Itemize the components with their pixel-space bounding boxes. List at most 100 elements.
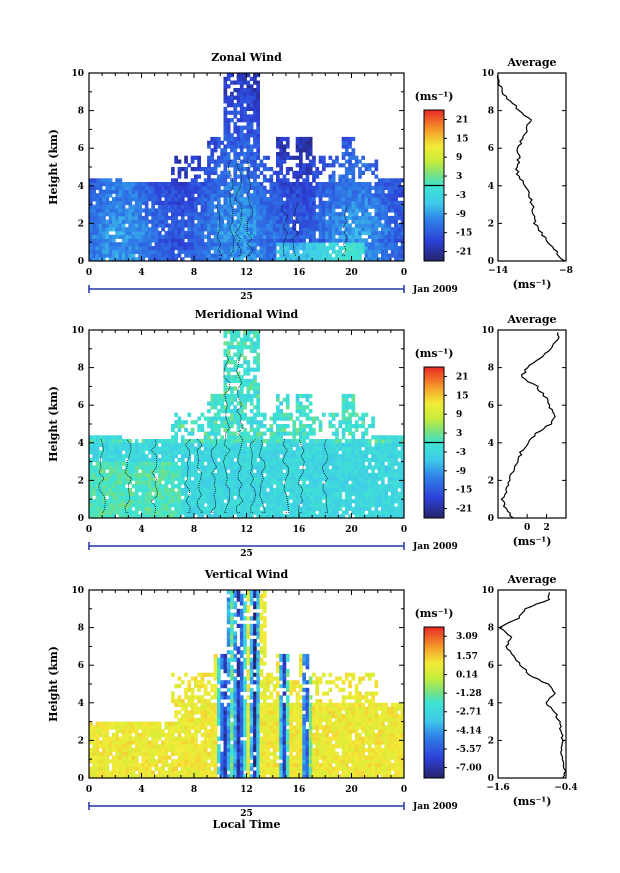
heatmap-cell — [154, 200, 159, 205]
heatmap-cell — [367, 189, 372, 194]
heatmap-cell — [302, 238, 306, 243]
heatmap-cell — [394, 495, 398, 500]
heatmap-cell — [223, 472, 228, 478]
heatmap-cell — [217, 499, 221, 504]
heatmap-cell — [292, 480, 297, 485]
heatmap-cell — [246, 371, 251, 376]
heatmap-cell — [157, 491, 162, 496]
heatmap-cell — [164, 253, 169, 258]
heatmap-cell — [200, 457, 205, 462]
heatmap-cell — [200, 450, 205, 455]
heatmap-cell — [351, 212, 356, 217]
heatmap-cell — [371, 510, 375, 515]
heatmap-cell — [108, 469, 113, 474]
heatmap-cell — [272, 487, 277, 493]
heatmap-cell — [144, 503, 149, 508]
heatmap-cell — [305, 219, 310, 224]
heatmap-cell — [180, 461, 185, 466]
heatmap-cell — [305, 450, 310, 455]
heatmap-cell — [220, 152, 224, 157]
heatmap-cell — [253, 163, 257, 168]
heatmap-cell — [230, 99, 234, 104]
heatmap-cell — [223, 348, 228, 353]
heatmap-cell — [239, 424, 244, 429]
heatmap-cell — [276, 454, 280, 459]
heatmap-cell — [397, 227, 402, 232]
heatmap-cell — [210, 189, 215, 194]
heatmap-cell — [312, 472, 316, 478]
heatmap-cell — [180, 503, 185, 508]
heatmap-cell — [295, 506, 300, 511]
heatmap-cell — [243, 454, 247, 459]
heatmap-cell — [233, 227, 238, 232]
heatmap-cell — [210, 484, 215, 489]
heatmap-cell — [361, 230, 365, 236]
heatmap-cell — [262, 208, 267, 213]
heatmap-cell — [161, 503, 165, 508]
heatmap-cell — [121, 514, 126, 519]
heatmap-cell — [285, 397, 290, 402]
heatmap-cell — [348, 442, 352, 447]
heatmap-cell — [394, 215, 398, 221]
heatmap-cell — [161, 185, 165, 190]
heatmap-cell — [197, 499, 201, 504]
heatmap-cell — [95, 495, 100, 500]
heatmap-cell — [200, 461, 205, 466]
heatmap-cell — [154, 227, 159, 232]
heatmap-cell — [246, 84, 251, 89]
heatmap-cell — [374, 227, 379, 232]
heatmap-cell — [331, 178, 336, 183]
heatmap-cell — [230, 420, 234, 425]
heatmap-cell — [295, 457, 300, 462]
heatmap-cell — [187, 227, 192, 232]
heatmap-cell — [308, 465, 313, 470]
heatmap-cell — [295, 405, 300, 410]
heatmap-cell — [262, 204, 267, 209]
heatmap-cell — [92, 242, 96, 247]
heatmap-cell — [328, 442, 333, 447]
heatmap-cell — [249, 386, 254, 391]
heatmap-cell — [315, 514, 320, 519]
heatmap-cell — [282, 397, 287, 402]
heatmap-cell — [223, 246, 228, 251]
heatmap-cell — [174, 182, 178, 187]
heatmap-cell — [279, 442, 283, 447]
heatmap-cell — [243, 457, 247, 462]
heatmap-cell — [344, 249, 349, 254]
heatmap-cell — [308, 197, 313, 202]
heatmap-cell — [197, 155, 201, 160]
heatmap-cell — [364, 230, 369, 236]
heatmap-cell — [177, 238, 182, 243]
heatmap-cell — [279, 152, 283, 157]
heatmap-cell — [171, 242, 175, 247]
heatmap-cell — [266, 472, 270, 478]
heatmap-cell — [230, 133, 234, 138]
heatmap-cell — [95, 212, 100, 217]
heatmap-cell — [89, 246, 93, 251]
heatmap-cell — [269, 208, 274, 213]
heatmap-cell — [315, 242, 320, 247]
heatmap-cell — [308, 514, 313, 519]
heatmap-cell — [387, 234, 392, 239]
heatmap-cell — [361, 454, 365, 459]
heatmap-cell — [276, 182, 280, 187]
heatmap-cell — [374, 159, 379, 164]
heatmap-cell — [361, 155, 365, 160]
heatmap-cell — [269, 200, 274, 205]
heatmap-cell — [361, 208, 365, 213]
heatmap-cell — [131, 204, 136, 209]
heatmap-cell — [226, 189, 231, 194]
heatmap-cell — [282, 246, 287, 251]
heatmap-cell — [141, 189, 146, 194]
heatmap-cell — [89, 442, 93, 447]
heatmap-cell — [322, 257, 326, 262]
heatmap-cell — [374, 204, 379, 209]
heatmap-cell — [322, 182, 326, 187]
heatmap-cell — [180, 469, 185, 474]
heatmap-cell — [95, 514, 100, 519]
heatmap-cell — [177, 242, 182, 247]
heatmap-cell — [125, 197, 129, 202]
heatmap-cell — [148, 503, 152, 508]
heatmap-cell — [95, 208, 100, 213]
heatmap-cell — [144, 469, 149, 474]
